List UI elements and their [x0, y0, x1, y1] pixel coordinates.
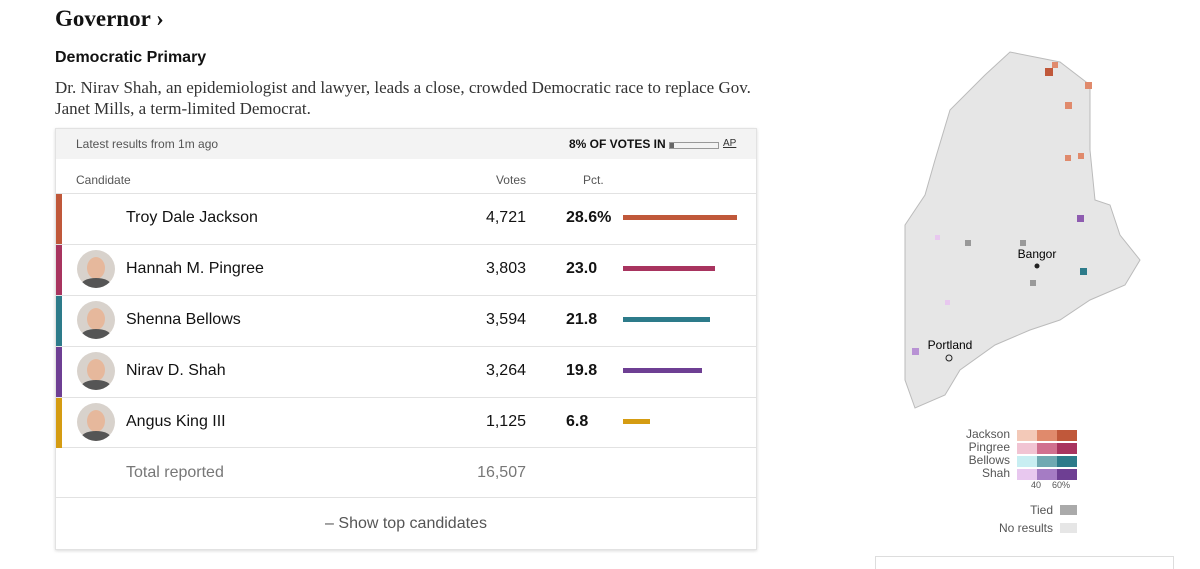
- candidate-photo: [77, 250, 115, 288]
- candidate-votes: 4,721: [485, 209, 526, 226]
- legend-swatch: [1017, 469, 1037, 480]
- candidate-color: [56, 347, 62, 397]
- candidate-pct: 6.8: [566, 413, 589, 430]
- candidate-row: [56, 193, 756, 244]
- candidate-color: [56, 194, 62, 244]
- map: Bangor Portland JacksonPingreeBellowsSha…: [904, 51, 1141, 535]
- candidate-votes: 3,594: [485, 311, 526, 328]
- state-outline: [904, 51, 1141, 409]
- source-link[interactable]: AP: [723, 138, 737, 149]
- candidate-pct: 21.8: [566, 311, 598, 328]
- legend-label: Jackson: [966, 427, 1010, 441]
- race-description: Dr. Nirav Shah, an epidemiologist and la…: [55, 78, 751, 118]
- legend-swatch: [1057, 469, 1077, 480]
- candidate-pct: 19.8: [566, 362, 598, 379]
- legend-swatch: [1037, 469, 1057, 480]
- candidate-color: [56, 245, 62, 295]
- photo-face: [87, 410, 105, 432]
- city-label: Bangor: [1018, 247, 1057, 261]
- legend-swatch: [1037, 443, 1057, 454]
- city-dot: [945, 354, 953, 362]
- photo-face: [87, 308, 105, 330]
- pct-bar: [623, 368, 703, 373]
- legend-label: Bellows: [969, 453, 1010, 467]
- legend-scale: 60%: [1052, 480, 1070, 490]
- total-votes: 16,507: [477, 464, 526, 481]
- candidate-photo: [77, 352, 115, 390]
- candidate-pct: 23.0: [566, 260, 598, 277]
- candidate-name: Nirav D. Shah: [126, 362, 226, 379]
- candidate-row: [56, 346, 756, 397]
- pct-bar: [623, 266, 715, 271]
- photo-body: [81, 329, 111, 339]
- legend-swatch: [1037, 430, 1057, 441]
- race-title[interactable]: Governor ›: [55, 6, 164, 31]
- legend-no-results: No results: [999, 521, 1053, 535]
- candidate-name: Shenna Bellows: [126, 311, 241, 328]
- photo-body: [81, 380, 111, 390]
- photo-face: [87, 359, 105, 381]
- candidate-row: [56, 295, 756, 346]
- city-label: Portland: [928, 338, 973, 352]
- legend-swatch: [1017, 443, 1037, 454]
- candidate-photo: [77, 403, 115, 441]
- total-row: [56, 447, 756, 498]
- legend-scale: 40: [1031, 480, 1041, 490]
- column-header: Pct.: [583, 173, 604, 187]
- candidate-name: Angus King III: [126, 413, 226, 430]
- city-dot: [1034, 263, 1040, 269]
- tied-swatch: [1060, 505, 1077, 515]
- candidate-votes: 1,125: [485, 413, 526, 430]
- photo-body: [81, 431, 111, 441]
- candidate-votes: 3,264: [485, 362, 526, 379]
- photo-face: [87, 257, 105, 279]
- pct-bar: [623, 419, 651, 424]
- candidate-color: [56, 398, 62, 448]
- column-header: Candidate: [76, 173, 131, 187]
- county-marks: [912, 62, 1092, 355]
- photo-body: [81, 278, 111, 288]
- legend-label: Pingree: [969, 440, 1011, 454]
- results-table: Latest results from 1m ago 8% OF VOTES I…: [55, 128, 757, 550]
- votes-in-bar: [669, 142, 719, 149]
- candidate-pct: 28.6%: [566, 209, 612, 226]
- candidate-name: Troy Dale Jackson: [126, 209, 258, 226]
- total-label: Total reported: [126, 464, 224, 481]
- legend-swatch: [1057, 430, 1077, 441]
- updated-time: Latest results from 1m ago: [76, 137, 219, 151]
- legend-swatch: [1017, 456, 1037, 467]
- legend-swatch: [1037, 456, 1057, 467]
- pct-bar: [623, 317, 711, 322]
- show-toggle[interactable]: – Show top candidates: [56, 497, 756, 550]
- legend-swatch: [1057, 443, 1077, 454]
- candidate-photo: [77, 301, 115, 339]
- candidate-color: [56, 296, 62, 346]
- candidate-votes: 3,803: [485, 260, 526, 277]
- column-header: Votes: [495, 173, 526, 187]
- table-meta: [56, 129, 756, 159]
- no-results-swatch: [1060, 523, 1077, 533]
- candidate-row: [56, 244, 756, 295]
- candidate-name: Hannah M. Pingree: [126, 260, 264, 277]
- pct-bar: [623, 215, 738, 220]
- legend-swatch: [1017, 430, 1037, 441]
- candidate-row: [56, 397, 756, 448]
- votes-in: 8% OF VOTES IN: [569, 137, 666, 151]
- legend-tied: Tied: [1030, 503, 1053, 517]
- legend-swatch: [1057, 456, 1077, 467]
- race-subtitle: Democratic Primary: [55, 49, 207, 66]
- bottom-tabs: [875, 556, 1174, 569]
- legend-label: Shah: [982, 466, 1010, 480]
